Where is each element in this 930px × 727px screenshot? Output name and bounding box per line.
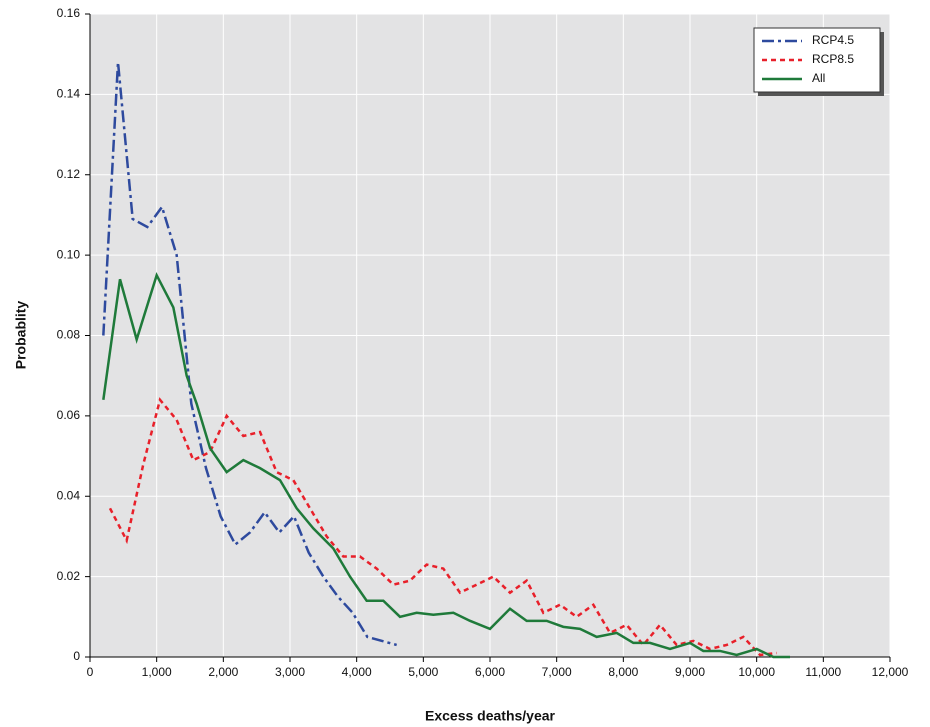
x-tick-label: 5,000 — [408, 665, 438, 679]
y-tick-label: 0.02 — [57, 569, 81, 583]
y-axis-title: Probablity — [13, 301, 29, 370]
x-tick-label: 6,000 — [475, 665, 505, 679]
x-tick-label: 7,000 — [542, 665, 572, 679]
x-tick-label: 10,000 — [738, 665, 775, 679]
x-tick-label: 2,000 — [208, 665, 238, 679]
x-tick-label: 12,000 — [872, 665, 909, 679]
x-tick-label: 4,000 — [342, 665, 372, 679]
y-tick-label: 0 — [73, 649, 80, 663]
series-line — [102, 271, 790, 659]
x-tick-label: 3,000 — [275, 665, 305, 679]
x-axis-title: Excess deaths/year — [425, 708, 556, 724]
y-tick-label: 0.10 — [57, 247, 81, 261]
y-tick-label: 0.06 — [57, 408, 81, 422]
x-tick-label: 8,000 — [608, 665, 638, 679]
y-tick-label: 0.08 — [57, 328, 81, 342]
x-tick-label: 9,000 — [675, 665, 705, 679]
legend-label: All — [812, 71, 825, 85]
y-tick-label: 0.14 — [57, 87, 81, 101]
x-tick-label: 11,000 — [805, 665, 841, 679]
y-tick-label: 0.16 — [57, 6, 81, 20]
y-tick-label: 0.04 — [57, 488, 81, 502]
x-tick-label: 1,000 — [142, 665, 172, 679]
legend-label: RCP8.5 — [812, 52, 854, 66]
legend-label: RCP4.5 — [812, 33, 854, 47]
x-tick-label: 0 — [87, 665, 94, 679]
series-line — [102, 62, 397, 647]
y-tick-label: 0.12 — [57, 167, 81, 181]
series-line — [108, 397, 777, 657]
